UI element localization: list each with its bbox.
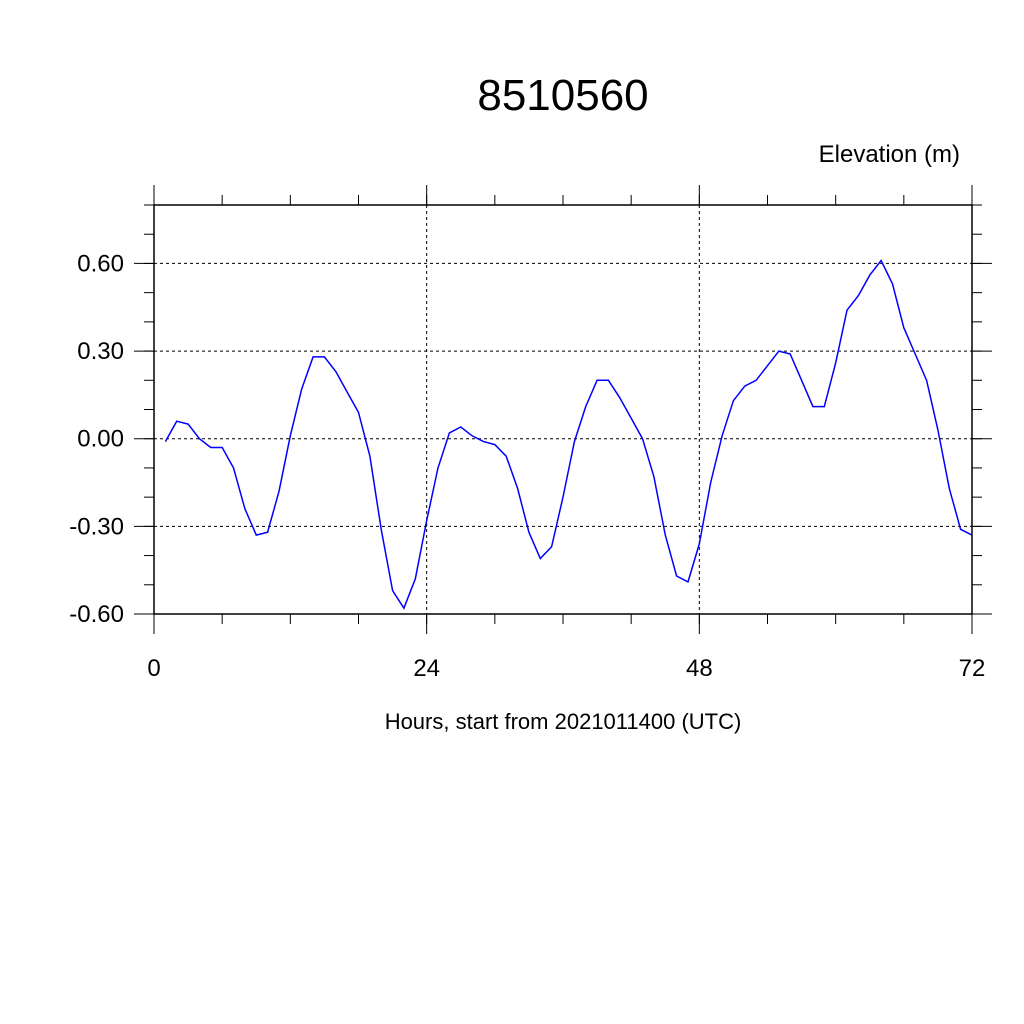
tick-labels: -0.60 -0.30 0.00 0.30 0.60 0 24 48 72: [69, 250, 985, 682]
axis-ticks: [134, 185, 992, 634]
chart-title: 8510560: [477, 71, 648, 120]
x-axis-label: Hours, start from 2021011400 (UTC): [385, 709, 742, 734]
x-tick-label: 24: [413, 655, 440, 682]
y-axis-label: Elevation (m): [819, 141, 960, 168]
x-tick-label: 48: [686, 655, 713, 682]
y-tick-label: 0.00: [77, 426, 124, 453]
y-tick-label: 0.60: [77, 250, 124, 277]
grid-lines: [154, 205, 972, 615]
y-tick-label: 0.30: [77, 338, 124, 365]
elevation-series-line: [164, 259, 973, 610]
x-tick-label: 72: [959, 655, 986, 682]
y-tick-label: -0.60: [69, 601, 124, 628]
x-tick-label: 0: [147, 655, 160, 682]
y-tick-label: -0.30: [69, 513, 124, 540]
plot-frame: [153, 204, 973, 615]
